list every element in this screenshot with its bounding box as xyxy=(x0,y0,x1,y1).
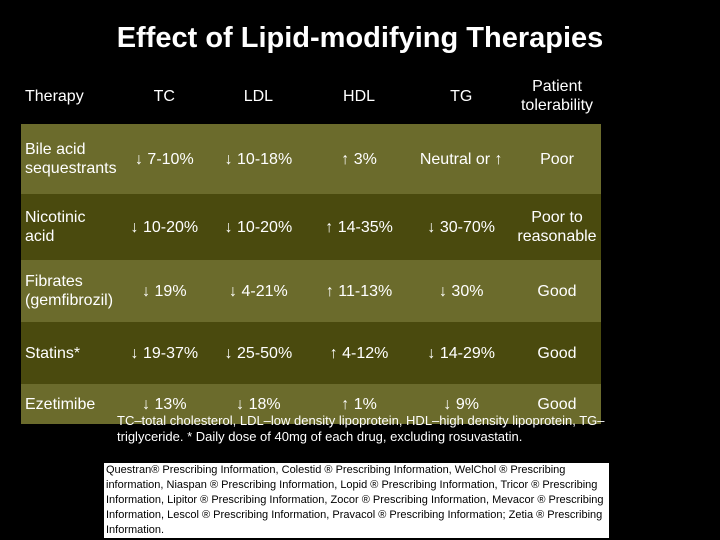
header-therapy: Therapy xyxy=(21,68,121,124)
cell-therapy: Ezetimibe xyxy=(21,384,121,424)
cell-ldl: ↓ 25-50% xyxy=(208,322,309,384)
cell-tg: ↓ 14-29% xyxy=(409,322,513,384)
header-hdl: HDL xyxy=(308,68,410,124)
abbreviation-footnote: TC–total cholesterol, LDL–low density li… xyxy=(117,413,605,444)
cell-therapy: Fibrates (gemfibrozil) xyxy=(21,260,121,322)
cell-tg: ↓ 9% xyxy=(409,384,513,424)
cell-tolerability: Poor xyxy=(513,124,601,194)
cell-tc: ↓ 7-10% xyxy=(120,124,209,194)
table-header-row: Therapy TC LDL HDL TG Patient tolerabili… xyxy=(21,68,601,124)
cell-tolerability: Good xyxy=(513,322,601,384)
table-row: Fibrates (gemfibrozil) ↓ 19% ↓ 4-21% ↑ 1… xyxy=(21,260,601,322)
cell-tc: ↓ 19% xyxy=(120,260,209,322)
cell-tg: ↓ 30-70% xyxy=(409,194,513,260)
cell-therapy: Statins* xyxy=(21,322,121,384)
cell-hdl: ↑ 4-12% xyxy=(308,322,410,384)
cell-ldl: ↓ 10-18% xyxy=(208,124,309,194)
header-tc: TC xyxy=(120,68,209,124)
page-title: Effect of Lipid-modifying Therapies xyxy=(116,22,604,54)
table-row: Bile acid sequestrants ↓ 7-10% ↓ 10-18% … xyxy=(21,124,601,194)
cell-tc: ↓ 10-20% xyxy=(120,194,209,260)
cell-therapy: Bile acid sequestrants xyxy=(21,124,121,194)
therapy-table: Therapy TC LDL HDL TG Patient tolerabili… xyxy=(21,68,601,424)
table-row: Ezetimibe ↓ 13% ↓ 18% ↑ 1% ↓ 9% Good xyxy=(21,384,601,424)
references-box: Questran® Prescribing Information, Coles… xyxy=(104,463,609,538)
cell-tolerability: Good xyxy=(513,384,601,424)
cell-hdl: ↑ 1% xyxy=(308,384,410,424)
header-ldl: LDL xyxy=(208,68,309,124)
table-row: Nicotinic acid ↓ 10-20% ↓ 10-20% ↑ 14-35… xyxy=(21,194,601,260)
cell-hdl: ↑ 11-13% xyxy=(308,260,410,322)
cell-ldl: ↓ 10-20% xyxy=(208,194,309,260)
cell-tg: Neutral or ↑ xyxy=(409,124,513,194)
cell-tg: ↓ 30% xyxy=(409,260,513,322)
cell-therapy: Nicotinic acid xyxy=(21,194,121,260)
cell-tc: ↓ 13% xyxy=(120,384,209,424)
cell-ldl: ↓ 4-21% xyxy=(208,260,309,322)
header-tg: TG xyxy=(409,68,513,124)
cell-tc: ↓ 19-37% xyxy=(120,322,209,384)
cell-ldl: ↓ 18% xyxy=(208,384,309,424)
cell-tolerability: Good xyxy=(513,260,601,322)
cell-tolerability: Poor to reasonable xyxy=(513,194,601,260)
cell-hdl: ↑ 3% xyxy=(308,124,410,194)
header-tolerability: Patient tolerability xyxy=(513,68,601,124)
cell-hdl: ↑ 14-35% xyxy=(308,194,410,260)
table-row: Statins* ↓ 19-37% ↓ 25-50% ↑ 4-12% ↓ 14-… xyxy=(21,322,601,384)
